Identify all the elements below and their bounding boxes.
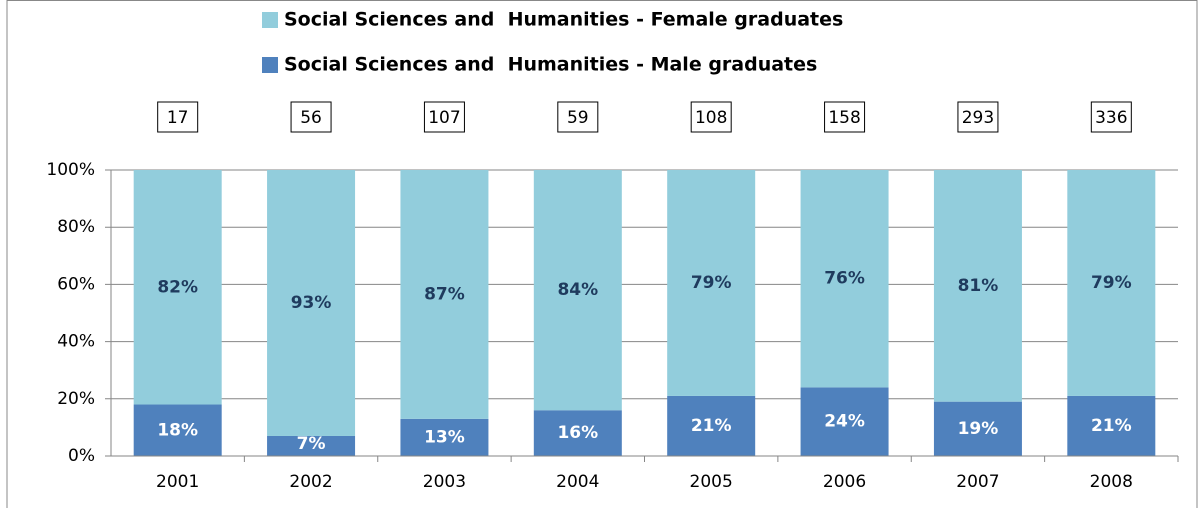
- total-label: 17: [167, 108, 189, 128]
- total-label: 107: [428, 108, 460, 128]
- y-tick-label: 0%: [68, 446, 95, 466]
- total-label: 108: [695, 108, 727, 128]
- x-tick-label: 2002: [289, 472, 332, 492]
- data-label: 84%: [557, 280, 598, 300]
- data-label: 24%: [824, 412, 865, 432]
- data-label: 19%: [958, 419, 999, 439]
- y-tick-label: 20%: [57, 389, 95, 409]
- bar-segment: [933, 170, 1022, 402]
- total-label: 336: [1095, 108, 1127, 128]
- y-tick-label: 40%: [57, 332, 95, 352]
- bar-segment: [667, 395, 756, 456]
- bar-segment: [133, 404, 222, 456]
- bar-segment: [400, 170, 489, 419]
- total-box: [690, 101, 732, 133]
- total-box: [423, 101, 465, 133]
- bar-segment: [1067, 395, 1156, 456]
- x-tick-label: 2004: [556, 472, 599, 492]
- legend-swatch: [262, 12, 278, 28]
- bar-segment: [267, 170, 356, 436]
- bar-segment: [133, 170, 222, 405]
- total-box: [824, 101, 866, 133]
- total-box: [557, 101, 599, 133]
- y-tick-label: 80%: [57, 217, 95, 237]
- bar-segment: [1067, 170, 1156, 396]
- total-box: [1090, 101, 1132, 133]
- data-label: 18%: [157, 420, 198, 440]
- x-tick-label: 2001: [156, 472, 199, 492]
- total-label: 158: [828, 108, 860, 128]
- bar-segment: [800, 387, 889, 456]
- total-box: [957, 101, 999, 133]
- total-box: [290, 101, 332, 133]
- x-tick-label: 2003: [423, 472, 466, 492]
- total-label: 59: [567, 108, 589, 128]
- x-tick-label: 2008: [1090, 472, 1133, 492]
- bar-segment: [667, 170, 756, 396]
- legend-swatch: [262, 57, 278, 73]
- data-label: 79%: [691, 273, 732, 293]
- data-label: 7%: [297, 434, 326, 454]
- data-label: 81%: [958, 276, 999, 296]
- data-label: 16%: [557, 423, 598, 443]
- total-box: [157, 101, 199, 133]
- bar-segment: [533, 170, 622, 411]
- legend-label: Social Sciences and Humanities - Male gr…: [284, 54, 817, 76]
- bar-segment: [533, 410, 622, 456]
- bar-segment: [933, 401, 1022, 456]
- data-label: 21%: [691, 416, 732, 436]
- y-tick-label: 100%: [46, 160, 95, 180]
- y-tick-label: 60%: [57, 274, 95, 294]
- data-label: 82%: [157, 277, 198, 297]
- x-tick-label: 2007: [956, 472, 999, 492]
- data-label: 21%: [1091, 416, 1132, 436]
- total-label: 56: [300, 108, 322, 128]
- data-label: 79%: [1091, 273, 1132, 293]
- legend-label: Social Sciences and Humanities - Female …: [284, 9, 843, 31]
- data-label: 93%: [291, 293, 332, 313]
- data-label: 87%: [424, 284, 465, 304]
- bar-segment: [267, 435, 356, 456]
- total-label: 293: [962, 108, 994, 128]
- data-label: 76%: [824, 269, 865, 289]
- x-tick-label: 2006: [823, 472, 866, 492]
- bar-segment: [800, 170, 889, 388]
- bar-segment: [400, 418, 489, 456]
- x-tick-label: 2005: [690, 472, 733, 492]
- data-label: 13%: [424, 427, 465, 447]
